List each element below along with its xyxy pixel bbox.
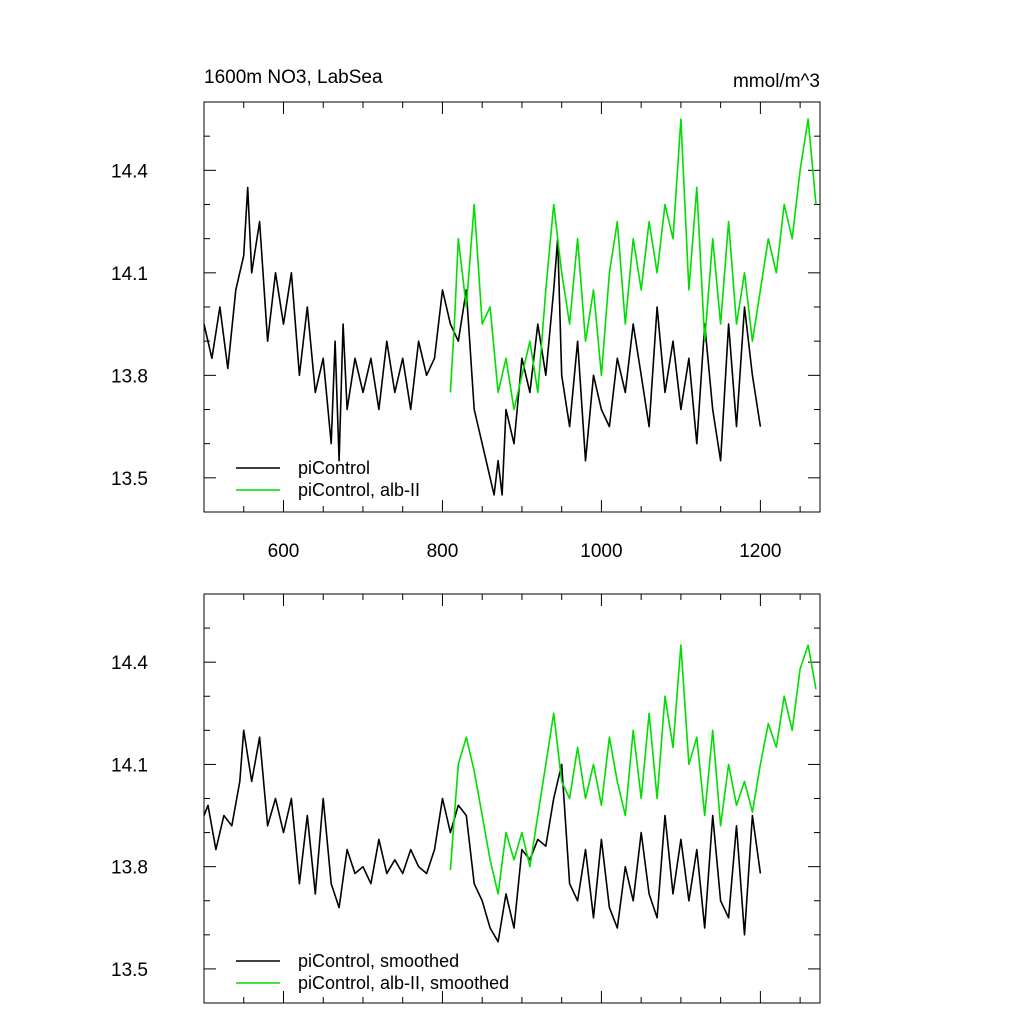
series-line-alb-ii — [449, 118, 817, 411]
series-line-picontrol — [203, 729, 762, 943]
plot-frame — [203, 593, 821, 1004]
x-tick-label: 800 — [427, 541, 459, 562]
chart-title: 1600m NO3, LabSea — [204, 67, 383, 88]
y-tick-label: 14.4 — [111, 653, 148, 674]
y-tick-label: 13.8 — [111, 366, 148, 387]
x-tick-label: 1000 — [580, 541, 622, 562]
x-tick-label: 1200 — [739, 541, 781, 562]
bottom-panel: 13.5 13.8 14.1 14.4 piControl, smoothedpiCon… — [111, 593, 821, 1004]
legend-label: piControl — [298, 458, 370, 478]
legend-label: piControl, alb-II — [298, 480, 420, 500]
legend-label: piControl, smoothed — [298, 951, 459, 971]
y-tick-label: 14.1 — [111, 264, 148, 285]
units-label: mmol/m^3 — [733, 71, 820, 92]
y-tick-label: 14.4 — [111, 161, 148, 182]
top-panel: 13.5 13.8 14.1 14.4 600 800 1000 1200 1600m NO3,… — [111, 67, 821, 562]
series-line-picontrol — [203, 186, 762, 496]
y-tick-label: 13.8 — [111, 858, 148, 879]
y-tick-label: 13.5 — [111, 960, 148, 981]
plot-frame — [203, 101, 821, 513]
y-tick-label: 14.1 — [111, 755, 148, 776]
y-tick-label: 13.5 — [111, 469, 148, 490]
legend-label: piControl, alb-II, smoothed — [298, 973, 509, 993]
series-line-alb-ii — [449, 644, 817, 895]
x-tick-label: 600 — [268, 541, 300, 562]
